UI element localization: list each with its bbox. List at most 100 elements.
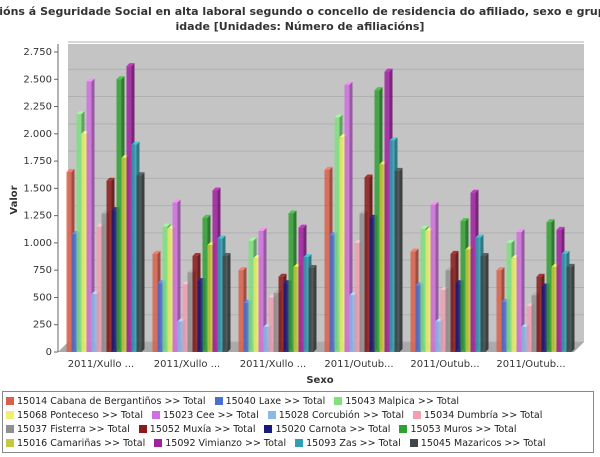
bar: [334, 117, 340, 352]
bar: [526, 306, 532, 352]
bar: [106, 180, 112, 352]
legend-item: 15023 Cee >> Total: [152, 408, 259, 422]
y-tick-label: 1.500: [23, 183, 52, 194]
legend-item: 15020 Carnota >> Total: [264, 422, 390, 436]
legend-item: 15014 Cabana de Bergantiños >> Total: [6, 394, 206, 408]
bar-group: [136, 172, 145, 352]
legend: 15014 Cabana de Bergantiños >> Total 1504…: [2, 391, 594, 453]
legend-item: 15034 Dumbría >> Total: [413, 408, 542, 422]
bar-top: [546, 219, 555, 223]
bar-group: [480, 253, 489, 352]
bar: [420, 228, 426, 352]
bar: [445, 270, 451, 352]
bar-top: [288, 210, 297, 214]
bar-top: [222, 253, 231, 256]
bar-top: [136, 172, 145, 176]
bar-side: [349, 81, 353, 353]
bar-top: [506, 239, 515, 243]
bar: [470, 192, 476, 352]
bar-top: [384, 68, 393, 72]
y-tick-label: 250: [33, 320, 52, 331]
legend-label: 15040 Laxe >> Total: [225, 395, 326, 407]
bar: [324, 169, 330, 352]
legend-swatch: [6, 425, 14, 433]
bar-group: [222, 253, 231, 352]
bar-side: [485, 253, 489, 352]
x-tick-label: 2011/Outub...: [496, 359, 565, 370]
bar-top: [308, 265, 317, 268]
bar: [293, 266, 299, 352]
legend-item: 15053 Muros >> Total: [399, 422, 517, 436]
legend-swatch: [6, 411, 14, 419]
bar: [364, 177, 370, 352]
bar: [329, 235, 335, 352]
y-tick-label: 2.750: [23, 47, 52, 58]
x-tick-label: 2011/Xullo ...: [154, 359, 220, 370]
legend-item: 15093 Zas >> Total: [295, 436, 401, 450]
bar-top: [248, 237, 257, 241]
bar: [91, 294, 97, 352]
bar-top: [172, 199, 181, 203]
bar: [167, 228, 173, 352]
bar: [374, 90, 380, 352]
y-tick-label: 1.250: [23, 211, 52, 222]
legend-item: 15043 Malpica >> Total: [334, 394, 459, 408]
bar-group: [172, 199, 181, 352]
bar-top: [410, 248, 419, 252]
x-tick-label: 2011/Xullo ...: [240, 359, 306, 370]
legend-swatch: [138, 425, 147, 433]
bar-top: [480, 253, 489, 256]
bar: [131, 144, 137, 352]
bar: [177, 321, 183, 352]
bar: [212, 190, 218, 352]
bar-side: [141, 172, 145, 352]
bar-group: [566, 263, 575, 352]
bar-group: [258, 227, 267, 352]
bar: [475, 237, 481, 352]
bar: [480, 256, 486, 352]
legend-label: 15028 Corcubión >> Total: [278, 409, 405, 421]
bar-top: [152, 250, 161, 254]
bar: [238, 270, 244, 352]
bar: [455, 283, 461, 352]
bar: [248, 240, 254, 352]
legend-item: 15052 Muxía >> Total: [138, 422, 255, 436]
bar-top: [556, 226, 565, 230]
bar: [354, 242, 360, 352]
legend-item: 15037 Fisterra >> Total: [6, 422, 130, 436]
bar: [561, 253, 567, 352]
bar: [197, 281, 203, 352]
bar-top: [561, 250, 570, 254]
bar: [521, 326, 527, 352]
legend-swatch: [413, 411, 422, 419]
bar-top: [303, 254, 312, 258]
bar-top: [238, 267, 247, 271]
bar-top: [496, 267, 505, 271]
bar: [465, 249, 471, 352]
legend-swatch: [409, 439, 418, 447]
bar: [101, 213, 107, 352]
bar-side: [571, 263, 575, 352]
bar: [187, 272, 193, 352]
bar: [207, 245, 213, 352]
bar-side: [263, 227, 267, 352]
bar: [546, 222, 552, 352]
bar: [162, 226, 168, 352]
bar-top: [278, 273, 287, 277]
bar: [278, 276, 284, 352]
bar: [96, 226, 102, 352]
bar: [157, 283, 163, 352]
legend-label: 15034 Dumbría >> Total: [424, 409, 543, 421]
bar: [81, 133, 87, 352]
legend-item: 15040 Laxe >> Total: [214, 394, 326, 408]
bar: [303, 257, 309, 352]
bar-top: [374, 87, 383, 91]
bar: [384, 71, 390, 353]
bar-top: [162, 223, 171, 227]
legend-label: 15053 Muros >> Total: [410, 423, 517, 435]
bar-group: [344, 81, 353, 353]
bar: [152, 253, 158, 352]
bar-top: [192, 253, 201, 256]
bar: [268, 297, 274, 352]
bar: [76, 114, 82, 352]
